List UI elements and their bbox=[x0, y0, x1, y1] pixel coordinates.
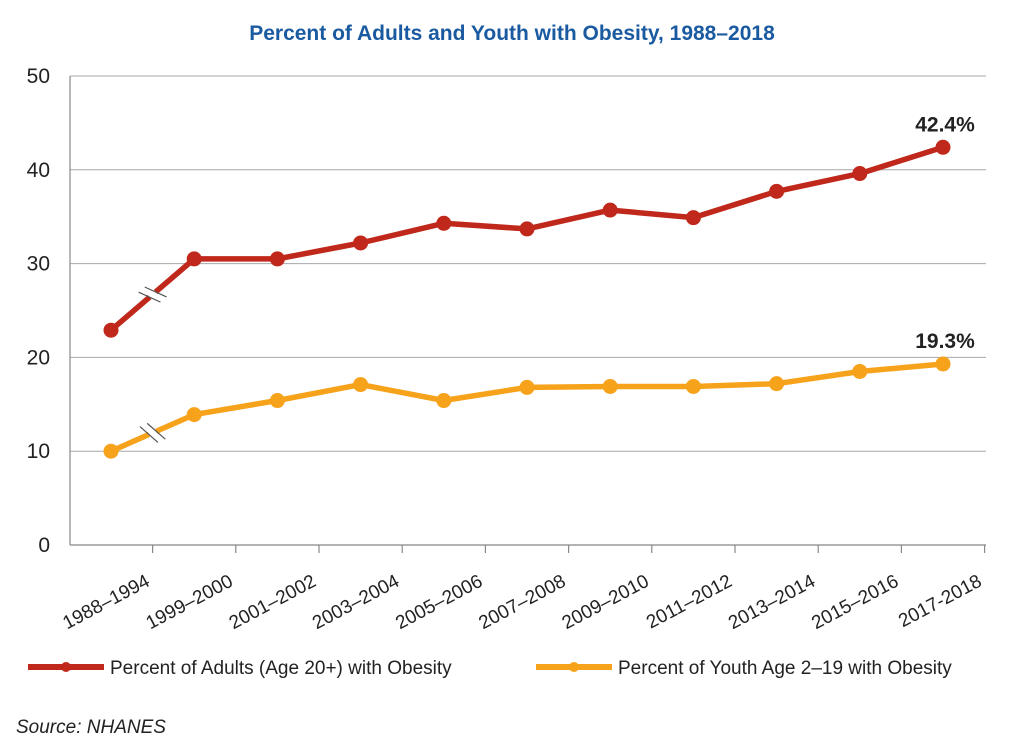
x-tick-label: 2005–2006 bbox=[392, 571, 486, 634]
axis-break-line bbox=[146, 422, 166, 440]
axis-break-line bbox=[144, 286, 167, 298]
legend-swatch-point bbox=[569, 662, 579, 672]
axis-break-line bbox=[139, 426, 159, 443]
source-note: Source: NHANES bbox=[16, 717, 166, 738]
data-point bbox=[769, 376, 785, 392]
data-point bbox=[602, 202, 618, 218]
data-point bbox=[852, 166, 868, 182]
data-point bbox=[186, 251, 202, 267]
axis-break-marker bbox=[138, 282, 167, 307]
data-point bbox=[269, 393, 285, 409]
y-tick-label: 50 bbox=[27, 65, 50, 88]
x-tick-label: 2015–2016 bbox=[808, 571, 902, 634]
axis-break-marker bbox=[139, 420, 166, 446]
x-tick-label: 2001–2002 bbox=[226, 571, 320, 634]
x-tick-label: 2017-2018 bbox=[895, 571, 985, 632]
data-point bbox=[685, 210, 701, 226]
data-point bbox=[935, 356, 951, 372]
data-point bbox=[103, 443, 119, 459]
data-point bbox=[519, 221, 535, 237]
data-point bbox=[852, 363, 868, 379]
y-tick-label: 20 bbox=[27, 346, 50, 369]
end-data-label: 19.3% bbox=[915, 330, 975, 353]
axis-break-gap bbox=[144, 420, 162, 446]
x-tick-label: 2009–2010 bbox=[559, 571, 653, 634]
x-tick-label: 1988–1994 bbox=[60, 571, 154, 634]
legend-label: Percent of Youth Age 2–19 with Obesity bbox=[618, 658, 952, 679]
y-tick-label: 10 bbox=[27, 440, 50, 463]
data-point bbox=[353, 377, 369, 393]
x-tick-label: 2003–2004 bbox=[309, 571, 403, 634]
y-tick-label: 30 bbox=[27, 253, 50, 276]
data-point bbox=[103, 322, 119, 338]
legend-swatch-point bbox=[61, 662, 71, 672]
series-lines bbox=[103, 139, 951, 459]
data-point bbox=[769, 183, 785, 199]
data-point bbox=[269, 251, 285, 267]
legend-label: Percent of Adults (Age 20+) with Obesity bbox=[110, 658, 452, 679]
chart-title: Percent of Adults and Youth with Obesity… bbox=[249, 22, 775, 45]
data-point bbox=[602, 378, 618, 394]
x-tick-label: 2007–2008 bbox=[476, 571, 570, 634]
end-data-label: 42.4% bbox=[915, 113, 975, 136]
axis-break-line bbox=[138, 291, 161, 303]
series-line-0 bbox=[108, 144, 946, 333]
data-point bbox=[436, 393, 452, 409]
grid-lines bbox=[70, 75, 986, 452]
data-point bbox=[436, 215, 452, 231]
x-tick-label: 1999–2000 bbox=[143, 571, 237, 634]
y-tick-label: 40 bbox=[27, 159, 50, 182]
data-point bbox=[935, 139, 951, 155]
axes bbox=[69, 76, 986, 553]
data-point bbox=[519, 379, 535, 395]
x-tick-label: 2013–2014 bbox=[725, 571, 819, 634]
x-tick-label: 2011–2012 bbox=[643, 571, 736, 634]
data-point bbox=[186, 407, 202, 423]
y-tick-label: 0 bbox=[38, 534, 50, 557]
series-line-1 bbox=[108, 361, 946, 454]
data-point bbox=[353, 235, 369, 251]
tick-labels: 010203040501988–19941999–20002001–200220… bbox=[27, 65, 986, 634]
legend: Percent of Adults (Age 20+) with Obesity… bbox=[28, 658, 952, 679]
data-point bbox=[685, 378, 701, 394]
